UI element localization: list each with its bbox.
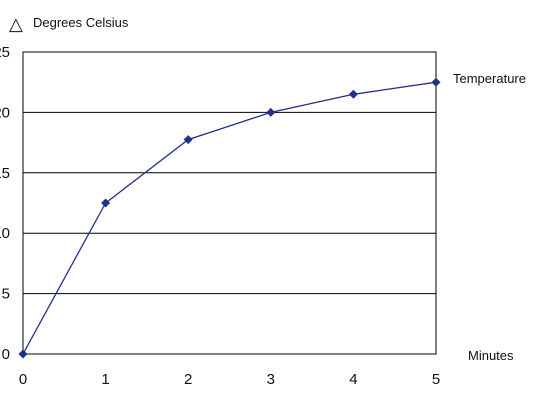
y-tick-label-4: 20 <box>0 104 10 121</box>
y-tick-label-0: 0 <box>2 346 10 363</box>
x-tick-label-1: 1 <box>101 371 109 388</box>
y-tick-label-5: 25 <box>0 44 10 61</box>
y-tick-label-2: 10 <box>0 225 10 242</box>
data-point-5 <box>431 77 441 87</box>
data-point-1 <box>101 198 111 208</box>
series-label-temperature: Temperature <box>453 71 526 86</box>
data-point-0 <box>18 349 28 359</box>
grid-layer <box>23 51 436 355</box>
x-axis-title: Minutes <box>468 348 514 363</box>
y-tick-label-3: 15 <box>0 165 10 182</box>
line-layer <box>22 81 437 355</box>
marker-layer <box>18 77 441 359</box>
x-tick-label-3: 3 <box>267 371 275 388</box>
y-tick-label-1: 5 <box>2 286 10 303</box>
x-tick-label-5: 5 <box>432 371 440 388</box>
data-point-4 <box>348 89 358 99</box>
x-tick-label-0: 0 <box>19 371 27 388</box>
y-axis-delta-symbol: △ <box>9 14 23 34</box>
data-point-2 <box>183 135 193 145</box>
data-point-3 <box>266 107 276 117</box>
series-line-temperature <box>22 81 437 355</box>
x-tick-label-4: 4 <box>349 371 357 388</box>
x-tick-labels: 0 1 2 3 4 5 <box>19 371 440 388</box>
y-tick-labels: 0 5 10 15 20 25 <box>0 44 10 363</box>
x-tick-label-2: 2 <box>184 371 192 388</box>
y-axis-title: Degrees Celsius <box>33 15 129 30</box>
plot-frame <box>22 51 437 355</box>
